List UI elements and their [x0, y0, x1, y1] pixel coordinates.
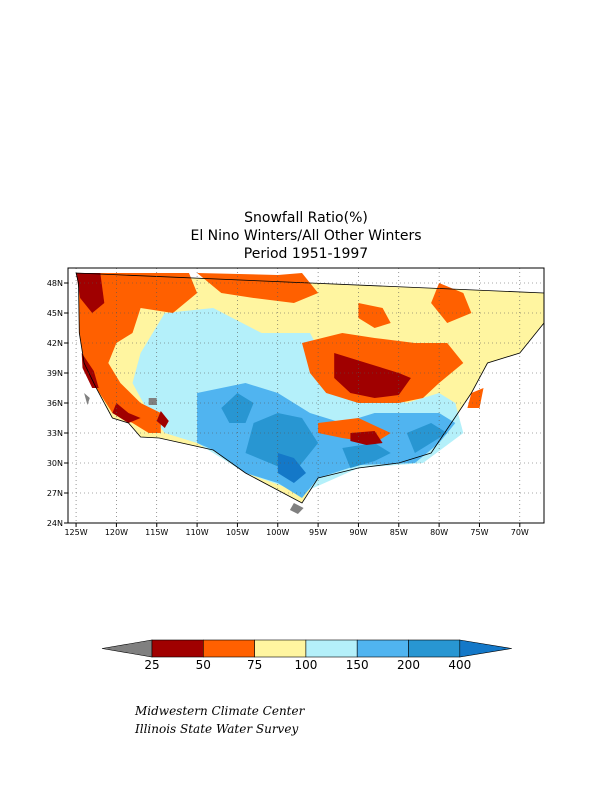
colorbar-label: 25 — [144, 658, 159, 672]
colorbar-label: 50 — [196, 658, 211, 672]
colorbar-label: 400 — [448, 658, 471, 672]
lon-tick-label: 90W — [349, 528, 367, 537]
colorbar-label: 75 — [247, 658, 262, 672]
ratio-region-150_200-2 — [197, 383, 456, 498]
lat-lon-grid — [68, 268, 544, 523]
map-title-line-2: El Nino Winters/All Other Winters — [190, 228, 422, 244]
ratio-region-gt400-7 — [277, 453, 306, 483]
ratio-region-25_50-18 — [112, 403, 141, 423]
colorbar-swatch-3 — [254, 639, 307, 658]
ratio-region-25_50-19 — [350, 431, 383, 445]
lon-tick-label: 75W — [470, 528, 488, 537]
lon-tick-label: 80W — [430, 528, 448, 537]
us-outline — [75, 272, 544, 504]
colorbar-swatch-4 — [305, 639, 358, 658]
colorbar: 25 50 75 100 150 200 400 — [101, 639, 512, 672]
colorbar-label: 150 — [346, 658, 369, 672]
colorbar-swatch-5 — [356, 639, 409, 658]
lat-tick-label: 39N — [47, 369, 63, 378]
colorbar-label: 100 — [294, 658, 317, 672]
lat-tick-label: 48N — [47, 279, 63, 288]
lat-tick-label: 36N — [47, 399, 63, 408]
ratio-region-25_50-17 — [81, 353, 99, 388]
lat-tick-label: 42N — [47, 339, 63, 348]
colorbar-swatch-6 — [408, 639, 461, 658]
lon-tick-label: 120W — [105, 528, 128, 537]
ratio-region-25_50-16 — [334, 353, 411, 398]
ratio-region-50_75-13 — [431, 283, 472, 323]
lat-tick-label: 33N — [47, 429, 63, 438]
lat-tick-label: 45N — [47, 309, 63, 318]
lat-tick-label: 24N — [47, 519, 63, 528]
ratio-region-25_50-15 — [76, 273, 105, 313]
lat-tick-label: 30N — [47, 459, 63, 468]
colorbar-swatch-2 — [203, 639, 255, 658]
ratio-region-50_75-9 — [197, 273, 319, 303]
ratio-region-50_75-12 — [358, 303, 391, 328]
lat-tick-label: 27N — [47, 489, 63, 498]
ratio-region-lt25-23 — [148, 398, 157, 405]
colorbar-arrow-low — [101, 639, 153, 658]
lon-tick-label: 115W — [145, 528, 168, 537]
credit-line-1: Midwestern Climate Center — [135, 704, 305, 718]
ratio-field — [76, 273, 544, 514]
map-title-line-3: Period 1951-1997 — [243, 246, 369, 262]
coastline-outline — [75, 272, 544, 504]
ratio-region-lt25-22 — [289, 503, 304, 514]
map-title-line-1: Snowfall Ratio(%) — [244, 210, 368, 226]
ratio-region-200_400-4 — [342, 443, 391, 468]
map-frame — [67, 267, 545, 524]
colorbar-arrow-high — [459, 639, 512, 658]
ratio-region-50_75-8 — [76, 273, 198, 433]
credit-line-2: Illinois State Water Survey — [135, 722, 299, 736]
lon-tick-label: 125W — [64, 528, 87, 537]
lon-tick-label: 85W — [390, 528, 408, 537]
ratio-region-200_400-5 — [406, 423, 448, 453]
lon-tick-label: 100W — [266, 528, 289, 537]
ratio-region-lt25-21 — [84, 393, 90, 405]
colorbar-swatch-1 — [151, 639, 204, 658]
lon-tick-label: 105W — [226, 528, 249, 537]
colorbar-label: 200 — [397, 658, 420, 672]
ratio-region-200_400-3 — [245, 413, 319, 473]
lon-tick-label: 95W — [309, 528, 327, 537]
ratio-region-25_50-20 — [156, 411, 169, 428]
lon-tick-label: 110W — [185, 528, 208, 537]
lon-tick-label: 70W — [511, 528, 529, 537]
